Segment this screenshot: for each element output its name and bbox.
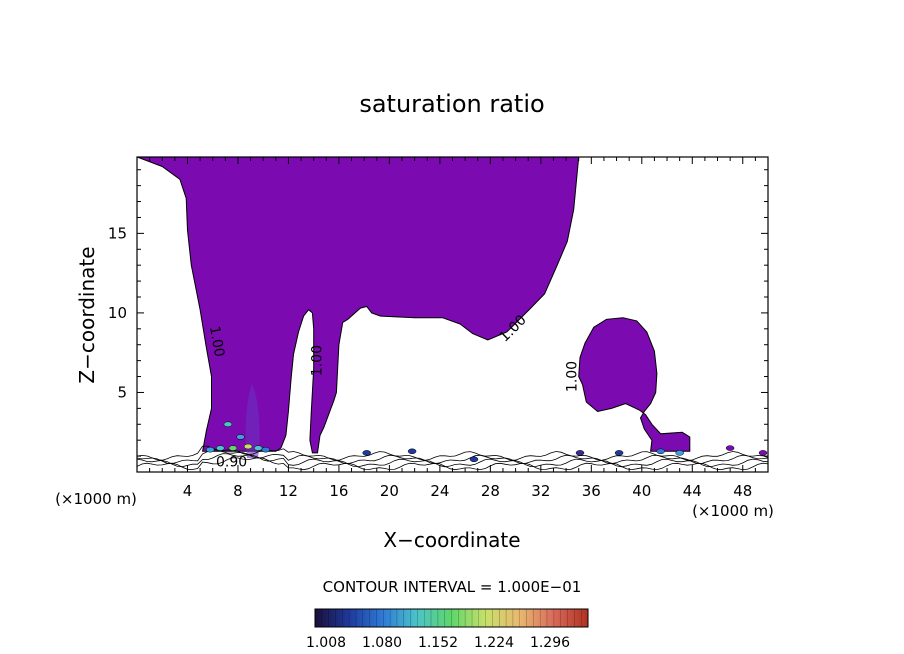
contour-label: 0.90 (216, 455, 247, 471)
plot-area: 1.001.001.001.000.90 (137, 157, 768, 471)
surface-blob (614, 450, 624, 456)
y-tick-label: 5 (117, 383, 127, 401)
surface-line (137, 457, 768, 471)
colorbar-label: 1.152 (418, 635, 458, 651)
surface-blob (236, 434, 245, 440)
contour-label: 1.00 (564, 361, 580, 392)
surface-blob (243, 443, 253, 450)
surface-blob (469, 456, 479, 463)
x-unit-left: (×1000 m) (55, 490, 137, 508)
inner-column (245, 384, 260, 458)
surface-blobs (205, 421, 768, 463)
colorbar-stripes (321, 609, 582, 627)
surface-line (137, 449, 768, 465)
surface-blob (205, 446, 215, 453)
x-tick-label: 32 (531, 482, 550, 500)
surface-blob (228, 445, 238, 451)
surface-blob (407, 448, 417, 455)
surface-blob (261, 446, 270, 453)
x-tick-label: 40 (632, 482, 651, 500)
x-unit-right: (×1000 m) (692, 502, 774, 520)
contour-label: 1.00 (310, 345, 326, 376)
surface-blob (216, 445, 225, 451)
x-ticks: 4 8 12 16 20 24 28 32 36 40 44 48 (149, 157, 756, 500)
surface-line (137, 453, 768, 468)
x-tick-label: 4 (183, 482, 193, 500)
surface-blob (223, 421, 233, 428)
surface-blob (656, 448, 665, 455)
y-ticks: 5 10 15 (108, 169, 768, 457)
x-tick-label: 28 (481, 482, 500, 500)
y-tick-label: 15 (108, 224, 127, 242)
y-axis-label: Z−coordinate (75, 246, 99, 383)
region-main (137, 157, 580, 454)
colorbar-label: 1.008 (306, 635, 346, 651)
surface-blob (362, 450, 371, 456)
surface-blob (725, 445, 735, 451)
chart-title: saturation ratio (359, 90, 544, 118)
surface-line (137, 445, 768, 461)
x-tick-label: 16 (329, 482, 348, 500)
x-tick-label: 12 (279, 482, 298, 500)
contour-label: 1.00 (206, 325, 227, 358)
colorbar-labels: 1.008 1.080 1.152 1.224 1.296 (306, 635, 570, 651)
x-tick-label: 48 (733, 482, 752, 500)
x-axis-label: X−coordinate (383, 528, 520, 552)
y-tick-label: 10 (108, 304, 127, 322)
contour-interval: CONTOUR INTERVAL = 1.000E−01 (323, 578, 582, 596)
x-tick-label: 20 (380, 482, 399, 500)
surface-blob (675, 450, 684, 456)
x-tick-label: 24 (430, 482, 449, 500)
x-tick-label: 8 (233, 482, 243, 500)
x-tick-label: 36 (582, 482, 601, 500)
region-right (578, 317, 691, 452)
surface-blob (758, 450, 768, 456)
colorbar-label: 1.224 (474, 635, 514, 651)
colorbar-label: 1.296 (530, 635, 570, 651)
saturation-regions (137, 157, 691, 458)
surface-blob (253, 445, 263, 451)
terrain-contours (137, 445, 768, 471)
surface-blob (575, 450, 585, 456)
x-tick-label: 44 (683, 482, 702, 500)
colorbar-frame (314, 608, 589, 628)
colorbar-label: 1.080 (362, 635, 402, 651)
